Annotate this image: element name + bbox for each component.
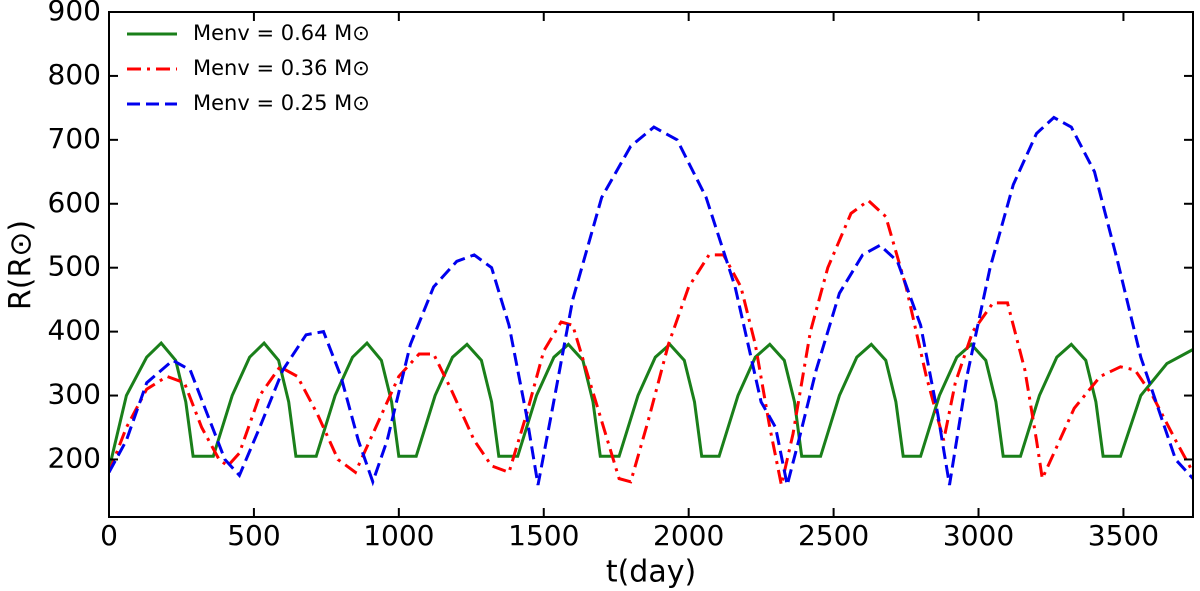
line-series [109, 115, 1193, 487]
legend-label: Menv = 0.25 M⊙ [193, 91, 370, 115]
line-series [109, 340, 1193, 470]
y-tick-label: 300 [48, 378, 101, 411]
legend-label: Menv = 0.64 M⊙ [193, 21, 370, 45]
y-tick-label: 200 [48, 441, 101, 474]
y-axis-title: R(R⊙) [4, 220, 39, 310]
x-tick-label: 1500 [508, 519, 579, 552]
y-tick-label: 700 [48, 122, 101, 155]
y-tick-label: 500 [48, 250, 101, 283]
x-tick-label: 3000 [943, 519, 1014, 552]
line-series [109, 198, 1193, 486]
x-tick-label: 0 [100, 519, 118, 552]
x-tick-label: 3500 [1088, 519, 1159, 552]
x-tick-label: 1000 [363, 519, 434, 552]
y-tick-label: 900 [48, 0, 101, 27]
plot-frame [108, 11, 1194, 518]
x-axis-title: t(day) [606, 555, 696, 590]
y-tick-label: 600 [48, 186, 101, 219]
x-tick-label: 2500 [798, 519, 869, 552]
legend-label: Menv = 0.36 M⊙ [193, 56, 370, 80]
x-tick-label: 500 [227, 519, 280, 552]
y-tick-label: 400 [48, 314, 101, 347]
y-tick-label: 800 [48, 58, 101, 91]
x-tick-label: 2000 [653, 519, 724, 552]
